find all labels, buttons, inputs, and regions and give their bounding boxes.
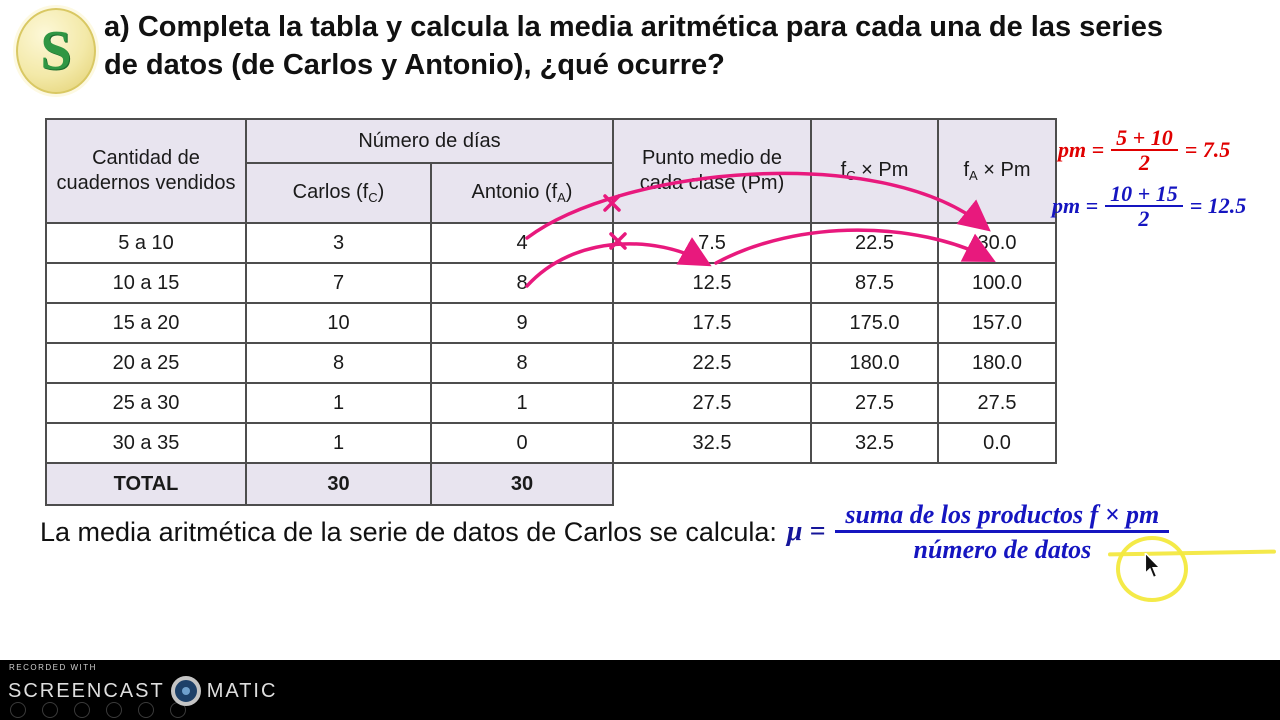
pm-formula-blue: pm = 10 + 15 2 = 12.5 [1052,182,1246,230]
fraction: 10 + 15 2 [1105,182,1183,230]
mean-fraction: suma de los productos f × pm número de d… [835,500,1170,565]
cell-fc-pm: 180.0 [810,342,939,384]
cell-fa-pm: 0.0 [937,422,1057,464]
header-antonio: Antonio (fA) [430,162,614,224]
table-row: 25 a 30 1 1 27.5 27.5 27.5 [45,382,1057,424]
cell-fa-pm: 27.5 [937,382,1057,424]
cell-pm: 7.5 [612,222,812,264]
header-midpoint-line1: Punto medio de [641,147,783,169]
cell-pm: 12.5 [612,262,812,304]
cell-fc-pm: 32.5 [810,422,939,464]
formula-lhs: pm = [1058,137,1105,163]
yellow-highlight-circle [1116,536,1188,602]
cell-antonio: 1 [430,382,614,424]
cell-fc-pm: 87.5 [810,262,939,304]
header-quantity: Cantidad de cuadernos vendidos [45,118,247,224]
brand-o-icon [170,676,201,706]
recorded-with-label: RECORDED WITH [9,663,97,672]
title-line1: a) Completa la tabla y calcula la media … [104,11,1163,43]
header-carlos: Carlos (fC) [245,162,432,224]
mean-formula: La media aritmética de la serie de datos… [40,500,1170,565]
header-midpoint-line2: cada clase (Pm) [639,172,785,194]
cell-fa-pm: 30.0 [937,222,1057,264]
empty-area [613,463,1056,505]
cell-carlos: 1 [245,382,432,424]
cell-range: 30 a 35 [45,422,247,464]
cell-pm: 22.5 [612,342,812,384]
frequency-table: Cantidad de cuadernos vendidos Número de… [45,118,1057,506]
cell-fc-pm: 175.0 [810,302,939,344]
cell-fa-pm: 100.0 [937,262,1057,304]
channel-logo: S [16,8,96,94]
table-row: 5 a 10 3 4 7.5 22.5 30.0 [45,222,1057,264]
table-row: 10 a 15 7 8 12.5 87.5 100.0 [45,262,1057,304]
cell-fa-pm: 157.0 [937,302,1057,344]
formula-result: = 12.5 [1189,193,1247,219]
cell-antonio: 4 [430,222,614,264]
brand-left: SCREENCAST [8,679,165,702]
cell-carlos: 10 [245,302,432,344]
cell-carlos: 1 [245,422,432,464]
cell-carlos: 8 [245,342,432,384]
formula-result: = 7.5 [1184,137,1231,163]
total-row: TOTAL 30 30 [45,462,1056,506]
cell-range: 10 a 15 [45,262,247,304]
fraction: 5 + 10 2 [1111,126,1178,174]
brand-right: MATIC [206,679,278,702]
title-line2: de datos (de Carlos y Antonio), ¿qué ocu… [104,49,725,81]
cell-pm: 27.5 [612,382,812,424]
table-row: 15 a 20 10 9 17.5 175.0 157.0 [45,302,1057,344]
screencast-o-matic-logo: SCREENCAST MATIC [8,676,277,706]
header-midpoint: Punto medio de cada clase (Pm) [612,118,812,224]
pm-formula-red: pm = 5 + 10 2 = 7.5 [1058,126,1230,174]
mouse-cursor-icon [1144,553,1162,579]
cell-antonio: 0 [430,422,614,464]
logo-letter: S [40,20,72,82]
header-fa-pm: fA × Pm [937,118,1057,224]
cell-fc-pm: 22.5 [810,222,939,264]
cell-range: 25 a 30 [45,382,247,424]
cell-fc-pm: 27.5 [810,382,939,424]
cell-antonio: 9 [430,302,614,344]
header-days: Número de días [245,118,614,164]
cell-pm: 32.5 [612,422,812,464]
cell-pm: 17.5 [612,302,812,344]
formula-lhs: pm = [1052,193,1099,219]
player-icons [10,702,186,718]
mu-symbol: μ = [786,516,826,548]
table-row: 30 a 35 1 0 32.5 32.5 0.0 [45,422,1057,464]
cell-antonio: 8 [430,262,614,304]
cell-carlos: 3 [245,222,432,264]
cell-range: 15 a 20 [45,302,247,344]
cell-fa-pm: 180.0 [937,342,1057,384]
table-row: 20 a 25 8 8 22.5 180.0 180.0 [45,342,1057,384]
page-title: a) Completa la tabla y calcula la media … [104,8,1280,84]
cell-range: 5 a 10 [45,222,247,264]
cell-carlos: 7 [245,262,432,304]
total-antonio: 30 [430,462,614,506]
mean-formula-text: La media aritmética de la serie de datos… [40,516,777,547]
cell-range: 20 a 25 [45,342,247,384]
header-fc-pm: fC × Pm [810,118,939,224]
total-label: TOTAL [45,462,247,506]
recording-watermark-bar: RECORDED WITH SCREENCAST MATIC [0,660,1280,720]
cell-antonio: 8 [430,342,614,384]
total-carlos: 30 [245,462,432,506]
